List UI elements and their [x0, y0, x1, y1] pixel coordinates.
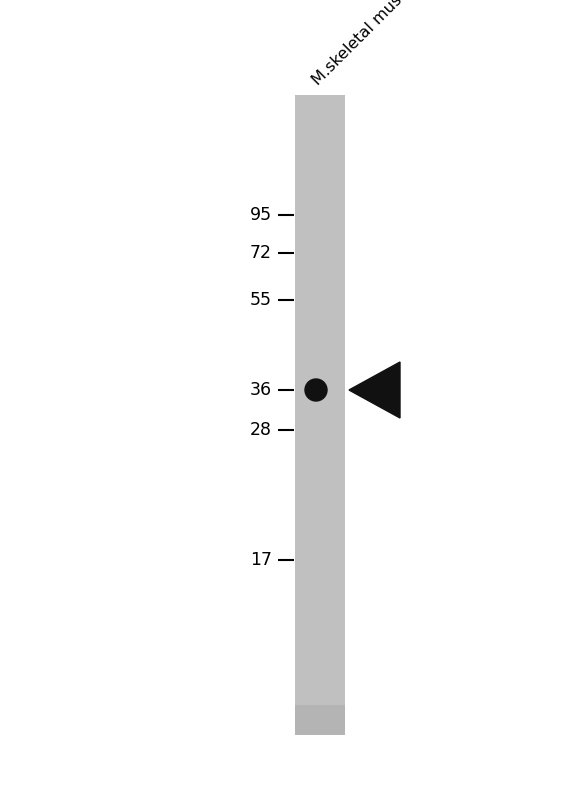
Text: 95: 95: [250, 206, 272, 224]
Text: M.skeletal muscle: M.skeletal muscle: [310, 0, 421, 88]
Bar: [295, 705, 345, 735]
Text: 72: 72: [250, 244, 272, 262]
Text: 17: 17: [250, 551, 272, 569]
Text: 55: 55: [250, 291, 272, 309]
Circle shape: [305, 379, 327, 401]
Text: 36: 36: [250, 381, 272, 399]
Text: 28: 28: [250, 421, 272, 439]
Polygon shape: [349, 362, 400, 418]
Bar: [295, 95, 345, 735]
